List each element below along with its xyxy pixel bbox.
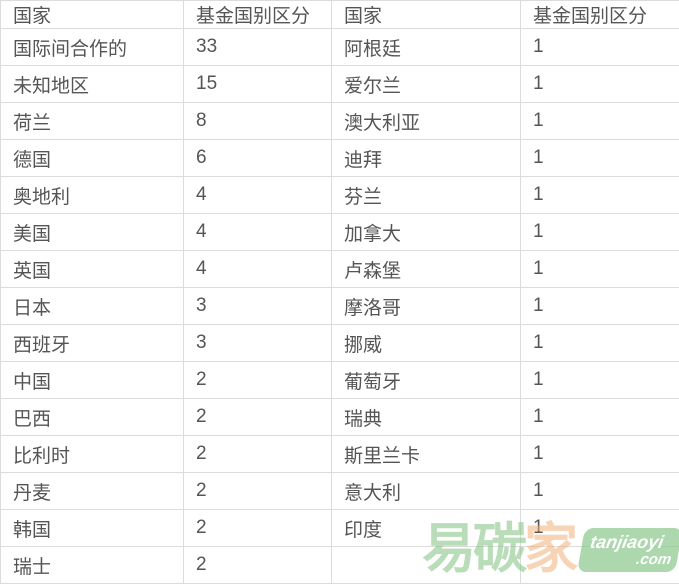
column-header-count-left: 基金国别区分 bbox=[183, 0, 332, 29]
count-cell-right: 1 bbox=[520, 287, 679, 325]
country-cell-right: 卢森堡 bbox=[331, 250, 521, 288]
table-row: 日本 3 摩洛哥 1 bbox=[0, 287, 679, 325]
country-cell-right bbox=[331, 546, 521, 584]
country-cell-left: 中国 bbox=[0, 361, 184, 399]
column-header-country-left: 国家 bbox=[0, 0, 184, 29]
table-row: 丹麦 2 意大利 1 bbox=[0, 472, 679, 510]
header-row: 国家 基金国别区分 国家 基金国别区分 bbox=[0, 0, 679, 29]
count-cell-left: 2 bbox=[183, 361, 332, 399]
country-cell-left: 西班牙 bbox=[0, 324, 184, 362]
count-cell-right: 1 bbox=[520, 398, 679, 436]
count-cell-left: 8 bbox=[183, 102, 332, 140]
country-cell-left: 国际间合作的 bbox=[0, 28, 184, 66]
country-cell-right: 芬兰 bbox=[331, 176, 521, 214]
country-cell-left: 丹麦 bbox=[0, 472, 184, 510]
table-row: 德国 6 迪拜 1 bbox=[0, 139, 679, 177]
count-cell-left: 2 bbox=[183, 435, 332, 473]
count-cell-left: 4 bbox=[183, 213, 332, 251]
table-row: 韩国 2 印度 1 bbox=[0, 509, 679, 547]
count-cell-right: 1 bbox=[520, 324, 679, 362]
count-cell-left: 2 bbox=[183, 546, 332, 584]
count-cell-left: 6 bbox=[183, 139, 332, 177]
table-row: 国际间合作的 33 阿根廷 1 bbox=[0, 28, 679, 66]
country-cell-right: 阿根廷 bbox=[331, 28, 521, 66]
count-cell-right: 1 bbox=[520, 361, 679, 399]
table-row: 西班牙 3 挪威 1 bbox=[0, 324, 679, 362]
country-cell-left: 未知地区 bbox=[0, 65, 184, 103]
count-cell-left: 2 bbox=[183, 398, 332, 436]
country-cell-left: 英国 bbox=[0, 250, 184, 288]
count-cell-left: 2 bbox=[183, 509, 332, 547]
count-cell-right: 1 bbox=[520, 65, 679, 103]
country-cell-right: 迪拜 bbox=[331, 139, 521, 177]
count-cell-right: 1 bbox=[520, 139, 679, 177]
count-cell-left: 33 bbox=[183, 28, 332, 66]
country-cell-left: 德国 bbox=[0, 139, 184, 177]
country-cell-right: 澳大利亚 bbox=[331, 102, 521, 140]
count-cell-left: 4 bbox=[183, 250, 332, 288]
column-header-country-right: 国家 bbox=[331, 0, 521, 29]
column-header-count-right: 基金国别区分 bbox=[520, 0, 679, 29]
table-row: 奥地利 4 芬兰 1 bbox=[0, 176, 679, 214]
country-cell-left: 美国 bbox=[0, 213, 184, 251]
count-cell-right bbox=[520, 546, 679, 584]
country-cell-right: 瑞典 bbox=[331, 398, 521, 436]
count-cell-right: 1 bbox=[520, 435, 679, 473]
country-cell-right: 爱尔兰 bbox=[331, 65, 521, 103]
count-cell-right: 1 bbox=[520, 509, 679, 547]
count-cell-left: 15 bbox=[183, 65, 332, 103]
count-cell-left: 2 bbox=[183, 472, 332, 510]
table-row: 比利时 2 斯里兰卡 1 bbox=[0, 435, 679, 473]
country-cell-right: 斯里兰卡 bbox=[331, 435, 521, 473]
table-row: 未知地区 15 爱尔兰 1 bbox=[0, 65, 679, 103]
count-cell-left: 3 bbox=[183, 324, 332, 362]
country-cell-left: 比利时 bbox=[0, 435, 184, 473]
count-cell-right: 1 bbox=[520, 176, 679, 214]
table-header: 国家 基金国别区分 国家 基金国别区分 bbox=[0, 0, 679, 29]
count-cell-left: 3 bbox=[183, 287, 332, 325]
table-row: 美国 4 加拿大 1 bbox=[0, 213, 679, 251]
country-cell-right: 加拿大 bbox=[331, 213, 521, 251]
country-cell-left: 荷兰 bbox=[0, 102, 184, 140]
country-cell-left: 巴西 bbox=[0, 398, 184, 436]
table-row: 巴西 2 瑞典 1 bbox=[0, 398, 679, 436]
count-cell-right: 1 bbox=[520, 250, 679, 288]
count-cell-right: 1 bbox=[520, 472, 679, 510]
country-cell-left: 日本 bbox=[0, 287, 184, 325]
count-cell-right: 1 bbox=[520, 28, 679, 66]
table-row: 中国 2 葡萄牙 1 bbox=[0, 361, 679, 399]
country-cell-left: 瑞士 bbox=[0, 546, 184, 584]
table-row: 英国 4 卢森堡 1 bbox=[0, 250, 679, 288]
count-cell-left: 4 bbox=[183, 176, 332, 214]
table-row: 荷兰 8 澳大利亚 1 bbox=[0, 102, 679, 140]
country-cell-right: 葡萄牙 bbox=[331, 361, 521, 399]
table-row: 瑞士 2 bbox=[0, 546, 679, 584]
count-cell-right: 1 bbox=[520, 102, 679, 140]
country-cell-left: 韩国 bbox=[0, 509, 184, 547]
country-cell-left: 奥地利 bbox=[0, 176, 184, 214]
country-cell-right: 摩洛哥 bbox=[331, 287, 521, 325]
country-cell-right: 挪威 bbox=[331, 324, 521, 362]
table-body: 国际间合作的 33 阿根廷 1 未知地区 15 爱尔兰 1 荷兰 8 澳大利亚 … bbox=[0, 28, 679, 584]
country-cell-right: 意大利 bbox=[331, 472, 521, 510]
country-cell-right: 印度 bbox=[331, 509, 521, 547]
count-cell-right: 1 bbox=[520, 213, 679, 251]
